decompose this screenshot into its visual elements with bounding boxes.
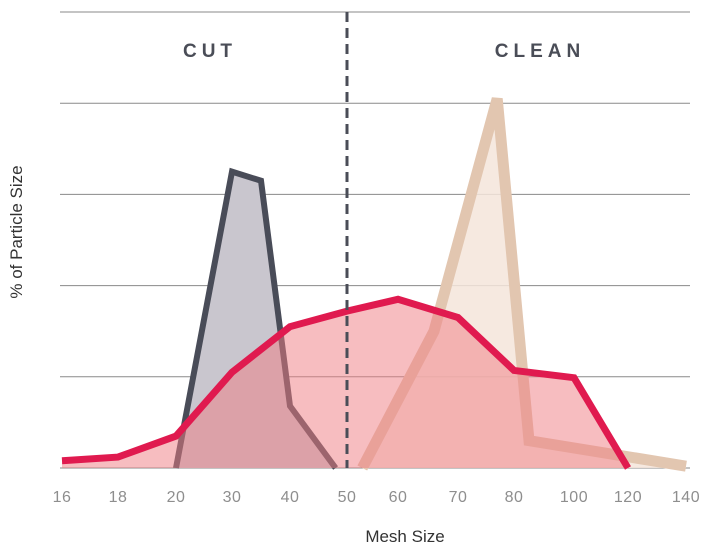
x-tick-label: 140 xyxy=(672,489,700,506)
x-tick-label: 50 xyxy=(338,489,357,506)
x-tick-label: 18 xyxy=(109,489,128,506)
x-tick-label: 16 xyxy=(53,489,72,506)
x-tick-label: 60 xyxy=(389,489,408,506)
x-axis-title: Mesh Size xyxy=(365,527,444,546)
x-tick-label: 20 xyxy=(167,489,186,506)
x-tick-label: 70 xyxy=(449,489,468,506)
series-area-blend xyxy=(62,299,628,468)
y-axis-title: % of Particle Size xyxy=(7,165,26,298)
x-tick-label: 100 xyxy=(560,489,588,506)
x-axis-tick-labels: 16 18 20 30 40 50 60 70 80 100 120 140 xyxy=(53,489,700,506)
series-layer xyxy=(61,97,687,472)
region-label-clean: CLEAN xyxy=(495,41,585,62)
region-label-cut: CUT xyxy=(183,41,237,62)
x-tick-label: 120 xyxy=(614,489,642,506)
x-tick-label: 80 xyxy=(505,489,524,506)
series-line-blend xyxy=(61,295,632,470)
x-tick-label: 40 xyxy=(281,489,300,506)
x-tick-label: 30 xyxy=(223,489,242,506)
